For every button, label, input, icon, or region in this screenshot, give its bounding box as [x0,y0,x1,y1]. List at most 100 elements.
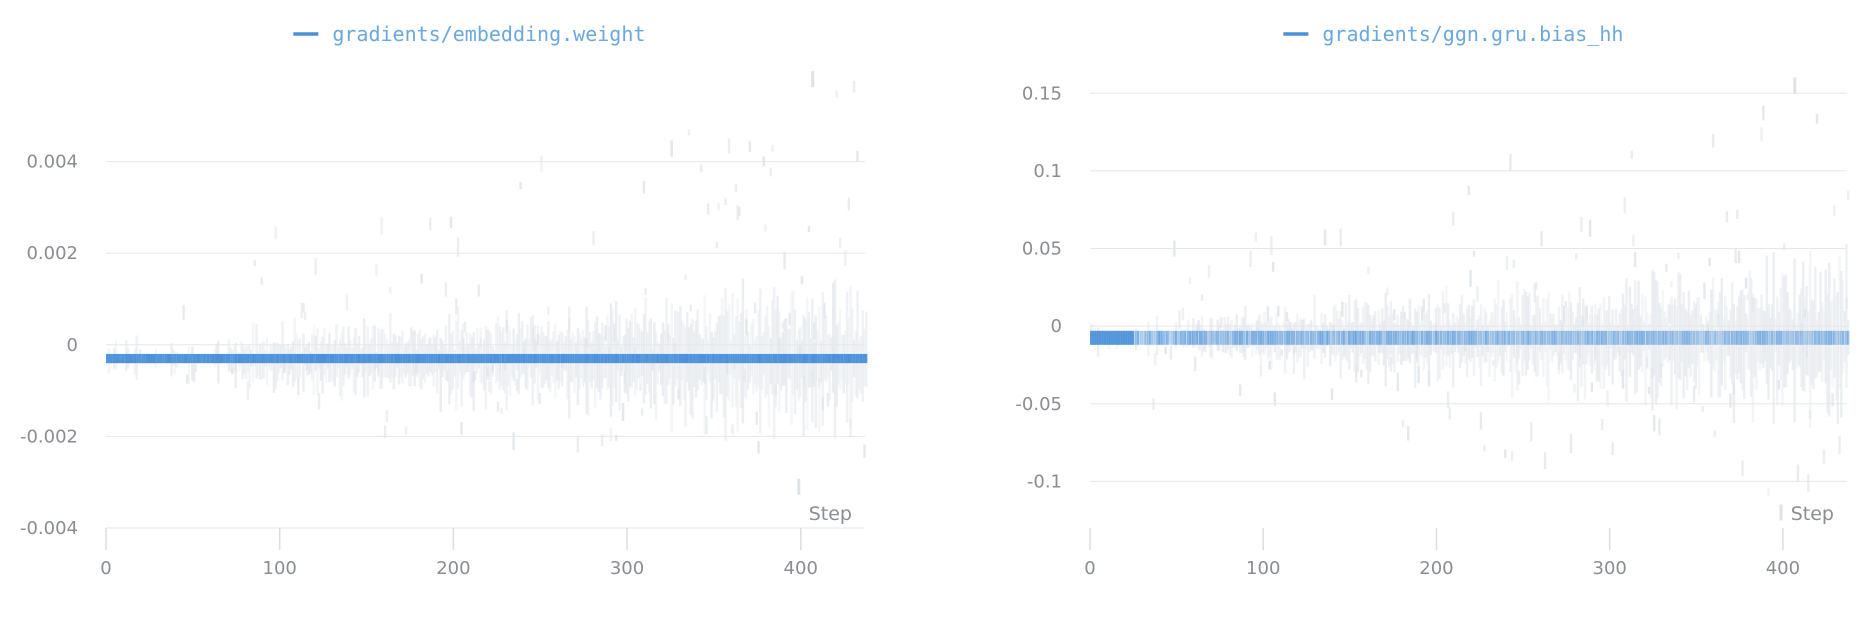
spread-bin [1623,304,1626,360]
band-bin [354,353,357,364]
spread-bin [1382,320,1386,366]
outlier-bin [1372,314,1375,329]
band-bin [366,353,369,364]
outlier-bin [1403,312,1406,319]
outlier-bin [1760,127,1763,141]
band-bin [724,353,727,364]
band-bin [1746,330,1749,345]
band-bin [1432,330,1436,345]
spread-bin [1815,320,1819,378]
spread-bin [1452,313,1455,388]
band-bin [1616,330,1619,345]
spread-bin [1311,331,1315,351]
band-bin [217,353,220,364]
spread-bin [1344,302,1348,360]
band-bin [271,353,274,364]
band-bin [1311,330,1315,345]
band-bin [145,353,149,364]
spread-bin [1843,319,1846,363]
spread-bin [460,329,463,407]
band-bin [729,353,732,364]
spread-bin [1644,296,1647,406]
outlier-bin [1803,309,1807,318]
outlier-bin [380,216,383,235]
band-bin [1476,330,1479,345]
band-bin [1845,330,1848,345]
band-bin [1581,330,1585,345]
band-bin [1332,330,1335,345]
band-bin [1691,330,1694,345]
outlier-bin [1569,433,1573,453]
band-bin [238,353,241,364]
band-bin [1555,330,1559,345]
band-bin [1514,330,1517,345]
spread-bin [640,331,644,377]
spread-bin [1831,298,1834,388]
spread-bin [1703,325,1706,362]
band-bin [1119,330,1122,345]
band-bin [1145,330,1148,345]
x-tick-label: 200 [1419,558,1453,579]
spread-bin [1678,274,1682,380]
band-bin [475,353,479,364]
outlier-bin [1280,349,1283,356]
band-bin [1268,330,1271,345]
spread-bin [1493,298,1497,382]
outlier-bin [1741,460,1744,476]
band-bin [269,353,272,364]
band-bin [1484,330,1488,345]
band-bin [590,353,593,364]
spread-bin [439,337,442,413]
band-bin [139,353,142,364]
band-bin [1407,330,1410,345]
band-bin [1159,330,1162,345]
band-bin [1801,330,1805,345]
band-bin [640,353,644,364]
outlier-bin [314,258,317,276]
band-bin [635,353,639,364]
spread-bin [766,305,769,395]
band-bin [710,353,713,364]
band-bin [1652,330,1656,345]
spread-bin [1223,317,1226,353]
spread-bin [1543,321,1547,353]
spread-bin [239,340,243,367]
spread-bin [750,323,753,377]
band-bin [1386,330,1389,345]
outlier-bin [838,237,842,249]
band-bin [383,353,387,364]
band-bin [1342,330,1346,345]
band-bin [1834,330,1838,345]
band-bin [1225,330,1228,345]
band-bin [1190,330,1193,345]
band-bin [343,353,347,364]
band-bin [1607,330,1611,345]
spread-bin [1807,311,1810,377]
spread-bin [1486,325,1490,352]
band-bin [1471,330,1474,345]
spread-bin [1391,313,1394,365]
band-bin [373,353,376,364]
band-bin [1200,330,1204,345]
band-bin [220,353,223,364]
outlier-bin [717,203,720,211]
outlier-bin [376,361,380,373]
band-bin [621,353,625,364]
band-bin [194,353,197,364]
band-bin [434,353,437,364]
outlier-bin [1564,301,1568,308]
outlier-bin [444,282,448,297]
outlier-bin [743,368,746,383]
outlier-bin [1651,368,1654,379]
band-bin [1218,330,1221,345]
band-bin [284,353,288,364]
x-tick-label: 100 [263,558,297,579]
spread-bin [1795,323,1798,369]
band-bin [1135,330,1138,345]
band-bin [1772,330,1775,345]
outlier-bin [1512,259,1516,269]
outlier-bin [639,384,642,391]
band-bin [107,353,111,364]
band-bin [158,353,161,364]
band-bin [1677,330,1680,345]
